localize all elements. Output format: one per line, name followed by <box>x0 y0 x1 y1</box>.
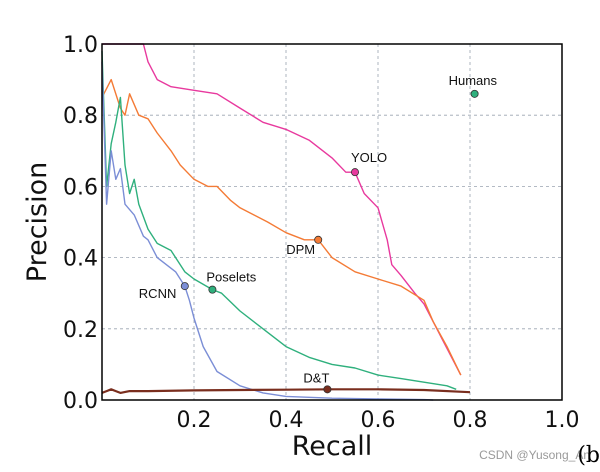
y-tick-label: 0.0 <box>63 389 98 414</box>
point-humans <box>470 89 479 98</box>
y-tick-labels: 0.0 0.2 0.4 0.6 0.8 1.0 <box>63 33 98 414</box>
x-tick-label: 1.0 <box>545 408 580 433</box>
label-humans: Humans <box>449 73 498 88</box>
label-yolo: YOLO <box>351 150 387 165</box>
watermark-text: CSDN @Yusong_An <box>479 448 590 462</box>
y-tick-label: 0.4 <box>63 247 98 272</box>
grid-lines <box>102 44 562 400</box>
point-d-t <box>323 385 332 394</box>
point-rcnn <box>180 282 189 291</box>
y-tick-label: 0.6 <box>63 175 98 200</box>
x-tick-labels: 0.2 0.4 0.6 0.8 1.0 <box>177 408 580 433</box>
label-rcnn: RCNN <box>139 286 177 301</box>
x-tick-label: 0.8 <box>453 408 488 433</box>
y-tick-label: 0.8 <box>63 104 98 129</box>
point-poselets <box>208 285 217 294</box>
y-tick-label: 0.2 <box>63 318 98 343</box>
label-poselets: Poselets <box>206 270 256 285</box>
marker-points <box>180 89 479 394</box>
corner-text: (b <box>577 443 600 468</box>
curve-yolo <box>102 43 462 376</box>
curve-dpm <box>101 78 462 376</box>
curve-poselets <box>101 51 457 390</box>
label-dpm: DPM <box>286 242 315 257</box>
x-tick-label: 0.2 <box>177 408 212 433</box>
point-yolo <box>350 168 359 177</box>
curve-d-t <box>101 388 471 394</box>
label-d-t: D&T <box>303 370 329 385</box>
x-axis-label: Recall <box>292 431 373 462</box>
y-axis-label: Precision <box>22 162 53 282</box>
point-dpm <box>314 235 323 244</box>
curve-rcnn <box>101 61 434 401</box>
series-labels: YOLO DPM Poselets RCNN D&T Humans <box>139 73 498 385</box>
curves <box>101 43 471 401</box>
x-tick-label: 0.4 <box>269 408 304 433</box>
x-tick-label: 0.6 <box>361 408 396 433</box>
plot-frame <box>101 43 563 401</box>
y-tick-label: 1.0 <box>63 33 98 58</box>
